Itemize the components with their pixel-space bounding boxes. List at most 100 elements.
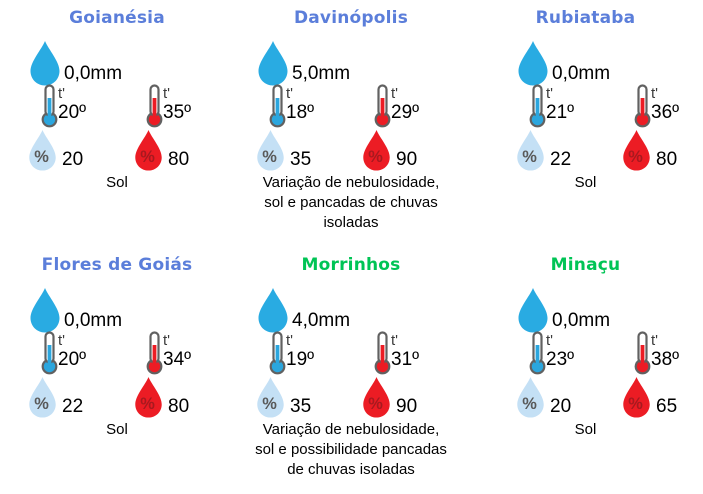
percent-symbol: % (34, 148, 49, 166)
max-humidity-value: 90 (396, 149, 418, 170)
temperature-symbol: t' (58, 85, 66, 102)
weather-condition: Sol (106, 174, 128, 191)
city-card-body: 0,0mm t' 20º t' 35º % 20 % (0, 0, 234, 247)
min-thermometer-icon (269, 84, 286, 128)
city-card-body: 5,0mm t' 18º t' 29º % 35 % (228, 0, 462, 247)
max-humidity: % 80 (133, 374, 189, 421)
precipitation-value: 0,0mm (64, 310, 123, 331)
min-thermometer-icon (41, 84, 58, 128)
max-humidity: % 80 (133, 127, 189, 174)
max-humidity-value: 80 (168, 149, 190, 170)
min-humidity-value: 22 (550, 149, 572, 170)
max-thermometer-icon (374, 84, 391, 128)
precipitation-value: 4,0mm (292, 310, 351, 331)
max-humidity-drop-icon: % (363, 376, 390, 418)
percent-symbol: % (140, 395, 155, 413)
max-thermometer-icon (634, 331, 651, 375)
max-temperature-value: 36º (651, 102, 680, 123)
max-temperature-value: 38º (651, 349, 680, 370)
temperature-symbol: t' (546, 85, 554, 102)
percent-symbol: % (522, 395, 537, 413)
max-humidity: % 80 (621, 127, 677, 174)
max-thermometer-icon (146, 331, 163, 375)
percent-symbol: % (628, 148, 643, 166)
city-card-minacu: Minaçu 0,0mm t' 23º t' 38º (468, 247, 703, 494)
max-humidity-drop-icon: % (623, 129, 650, 171)
temperature-symbol: t' (391, 332, 399, 349)
min-humidity-value: 20 (550, 396, 572, 417)
max-thermometer-icon (146, 84, 163, 128)
min-humidity: % 35 (255, 127, 311, 174)
max-humidity: % 90 (361, 374, 417, 421)
max-temperature: t' 35º (143, 84, 191, 128)
max-humidity-value: 65 (656, 396, 678, 417)
min-temperature: t' 23º (526, 331, 574, 375)
max-humidity: % 65 (621, 374, 677, 421)
temperature-symbol: t' (651, 85, 659, 102)
precipitation: 0,0mm (516, 40, 610, 87)
max-humidity-value: 80 (656, 149, 678, 170)
temperature-symbol: t' (163, 85, 171, 102)
min-humidity-drop-icon: % (29, 376, 56, 418)
max-temperature: t' 29º (371, 84, 419, 128)
precipitation-value: 0,0mm (64, 63, 123, 84)
temperature-symbol: t' (286, 85, 294, 102)
min-thermometer-icon (41, 331, 58, 375)
city-name: Davinópolis (293, 8, 409, 28)
precipitation-value: 0,0mm (552, 63, 611, 84)
rain-drop-icon (518, 288, 548, 333)
percent-symbol: % (140, 148, 155, 166)
min-temperature: t' 20º (38, 84, 86, 128)
precipitation-value: 0,0mm (552, 310, 611, 331)
rain-drop-icon (30, 41, 60, 86)
min-humidity-value: 20 (62, 149, 84, 170)
min-temperature-value: 21º (546, 102, 575, 123)
precipitation: 0,0mm (28, 287, 122, 334)
percent-symbol: % (262, 395, 277, 413)
percent-symbol: % (34, 395, 49, 413)
percent-symbol: % (368, 148, 383, 166)
weather-condition: Sol (574, 421, 597, 438)
rain-drop-icon (258, 41, 288, 86)
precipitation: 0,0mm (28, 40, 122, 87)
precipitation: 4,0mm (256, 287, 350, 334)
max-humidity-drop-icon: % (363, 129, 390, 171)
min-humidity-value: 22 (62, 396, 84, 417)
city-name: Rubiataba (535, 8, 636, 28)
weather-condition: Variação de nebulosidade, sol e possibil… (255, 421, 447, 478)
max-temperature-value: 29º (391, 102, 420, 123)
max-temperature-value: 34º (163, 349, 192, 370)
city-name: Flores de Goiás (41, 255, 193, 275)
max-humidity-value: 80 (168, 396, 190, 417)
min-humidity-drop-icon: % (517, 376, 544, 418)
min-humidity-drop-icon: % (29, 129, 56, 171)
min-humidity: % 20 (27, 127, 83, 174)
max-temperature: t' 34º (143, 331, 191, 375)
min-humidity: % 22 (515, 127, 571, 174)
weather-condition: Sol (574, 174, 597, 191)
city-card-morrinhos: Morrinhos 4,0mm t' 19º t' 31º (234, 247, 468, 494)
city-card-body: 4,0mm t' 19º t' 31º % 35 % (228, 247, 462, 494)
weather-condition: Variação de nebulosidade, sol e pancadas… (262, 174, 440, 231)
max-humidity-value: 90 (396, 396, 418, 417)
max-humidity-drop-icon: % (135, 129, 162, 171)
min-humidity-value: 35 (290, 149, 312, 170)
city-card-body: 0,0mm t' 21º t' 36º % 22 % (488, 0, 703, 247)
max-humidity: % 90 (361, 127, 417, 174)
city-card-body: 0,0mm t' 20º t' 34º % 22 % (0, 247, 234, 494)
min-humidity-drop-icon: % (517, 129, 544, 171)
min-thermometer-icon (529, 331, 546, 375)
max-temperature-value: 35º (163, 102, 192, 123)
temperature-symbol: t' (391, 85, 399, 102)
rain-drop-icon (30, 288, 60, 333)
min-humidity: % 22 (27, 374, 83, 421)
city-card-davinopolis: Davinópolis 5,0mm t' 18º t' 29º (234, 0, 468, 247)
temperature-symbol: t' (58, 332, 66, 349)
city-name: Minaçu (550, 255, 621, 275)
max-humidity-drop-icon: % (135, 376, 162, 418)
city-card-rubiataba: Rubiataba 0,0mm t' 21º t' 36º (468, 0, 703, 247)
percent-symbol: % (522, 148, 537, 166)
percent-symbol: % (368, 395, 383, 413)
percent-symbol: % (628, 395, 643, 413)
